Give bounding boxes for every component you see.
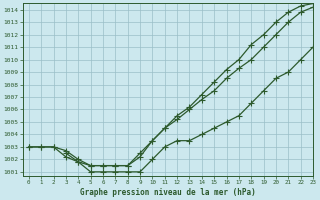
X-axis label: Graphe pression niveau de la mer (hPa): Graphe pression niveau de la mer (hPa): [80, 188, 256, 197]
